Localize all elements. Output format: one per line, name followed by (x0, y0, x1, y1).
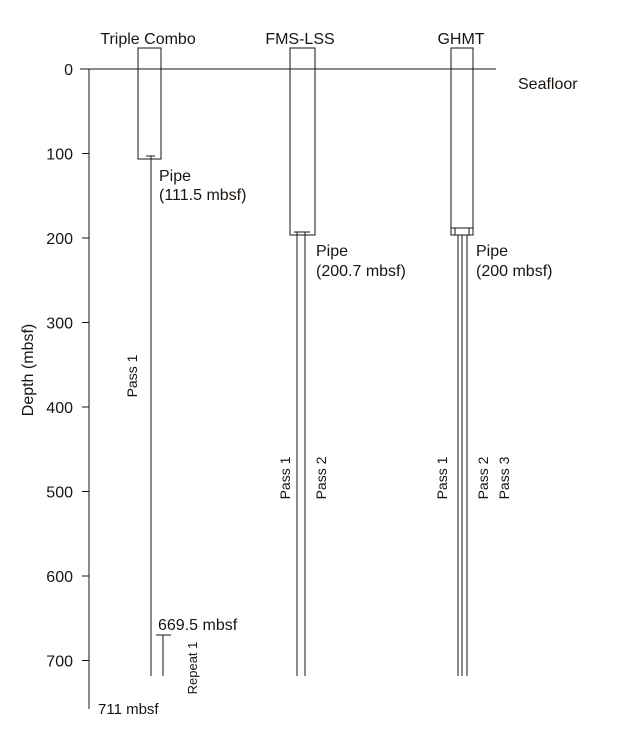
fms-lss-pipe-label: Pipe (316, 243, 348, 260)
triple-combo-pipe-label: Pipe (159, 168, 191, 185)
depth-tick-label: 0 (64, 62, 73, 79)
depth-tick-label: 400 (46, 400, 73, 417)
depth-tick-label: 100 (46, 147, 73, 164)
ghmt-pass-3-label: Pass 3 (496, 456, 512, 499)
depth-tick-label: 600 (46, 569, 73, 586)
ghmt-pass-2-label: Pass 2 (475, 456, 491, 499)
fms-lss-pipe-depth-label: (200.7 mbsf) (316, 263, 406, 280)
triple-combo-pipe (137, 47, 162, 160)
ghmt-pipe-label: Pipe (476, 243, 508, 260)
ghmt-pipe-depth-label: (200 mbsf) (476, 263, 552, 280)
depth-axis-ticks: 0 100 200 300 400 500 600 700 (46, 62, 89, 671)
seafloor-label: Seafloor (518, 76, 578, 93)
fms-lss-pass-1-label: Pass 1 (277, 456, 293, 499)
column-title-triple-combo: Triple Combo (100, 31, 196, 48)
depth-tick-label: 300 (46, 316, 73, 333)
repeat-1-top-label: 669.5 mbsf (158, 617, 238, 634)
column-title-fms-lss: FMS-LSS (265, 31, 334, 48)
triple-combo-pass-1-label: Pass 1 (124, 354, 140, 397)
triple-combo-pipe-depth-label: (111.5 mbsf) (159, 187, 246, 204)
repeat-1-label: Repeat 1 (185, 642, 200, 695)
fms-lss-pipe (289, 47, 316, 236)
total-depth-label: 711 mbsf (98, 701, 159, 718)
depth-tick-label: 700 (46, 654, 73, 671)
depth-tick-label: 500 (46, 485, 73, 502)
column-title-ghmt: GHMT (437, 31, 484, 48)
ghmt-pass-1-label: Pass 1 (434, 456, 450, 499)
depth-axis-label: Depth (mbsf) (20, 324, 37, 416)
ghmt-pipe-shoe (450, 227, 474, 236)
fms-lss-pass-2-label: Pass 2 (313, 456, 329, 499)
ghmt-pipe (450, 47, 474, 236)
depth-tick-label: 200 (46, 231, 73, 248)
